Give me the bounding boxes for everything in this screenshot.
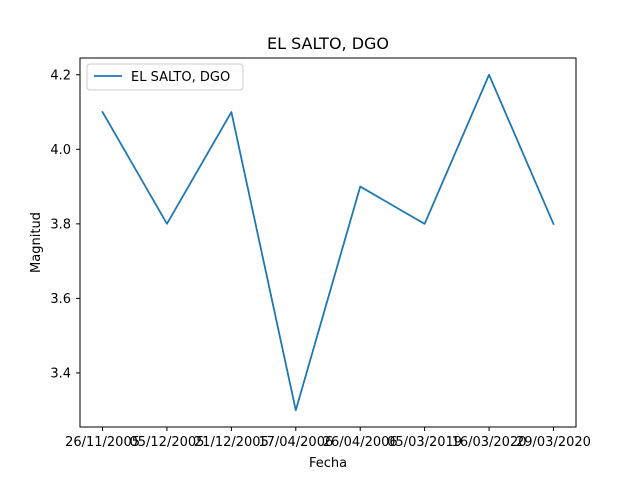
y-tick-label: 4.2 bbox=[50, 68, 71, 83]
x-axis-label: Fecha bbox=[309, 456, 347, 471]
legend: EL SALTO, DGO bbox=[87, 64, 243, 90]
y-tick-label: 3.4 bbox=[50, 366, 71, 381]
y-axis-label: Magnitud bbox=[29, 212, 44, 273]
legend-entry-label: EL SALTO, DGO bbox=[131, 70, 230, 85]
y-tick-label: 4.0 bbox=[50, 143, 71, 158]
y-tick-label: 3.6 bbox=[50, 292, 71, 307]
chart-title: EL SALTO, DGO bbox=[267, 34, 389, 53]
y-tick-label: 3.8 bbox=[50, 217, 71, 232]
x-tick-label: 29/03/2020 bbox=[516, 435, 591, 450]
plot-area bbox=[80, 58, 576, 427]
